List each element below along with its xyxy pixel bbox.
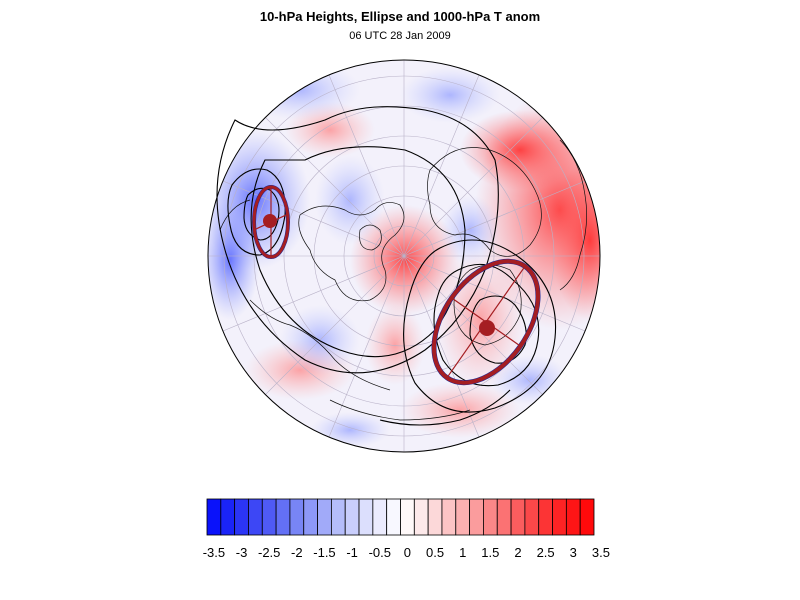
eastern-vortex-ellipse	[431, 258, 541, 386]
colorbar-box	[289, 498, 305, 536]
colorbar-box	[248, 498, 263, 536]
eastern-vortex-center	[479, 320, 495, 336]
colorbar-box	[220, 498, 236, 536]
coastlines	[219, 139, 587, 421]
colorbar-box	[234, 498, 249, 536]
colorbar-boxes	[206, 498, 595, 536]
temperature-anomaly-shading	[208, 60, 600, 452]
colorbar-box	[496, 498, 512, 536]
colorbar-tick-label: 3.5	[592, 545, 610, 560]
colorbar-tick-label: 2	[514, 545, 521, 560]
colorbar-tick-label: 2.5	[537, 545, 555, 560]
colorbar-tick-label: -2	[291, 545, 303, 560]
colorbar-tick-label: -3.5	[203, 545, 225, 560]
colorbar-tick-label: -2.5	[258, 545, 280, 560]
chart-subtitle: 06 UTC 28 Jan 2009	[349, 30, 451, 42]
colorbar-box	[317, 498, 332, 536]
colorbar-box	[455, 498, 471, 536]
colorbar-box	[303, 498, 318, 536]
colorbar-box	[427, 498, 443, 536]
colorbar-tick-label: 3	[570, 545, 577, 560]
colorbar-tick-label: 0	[404, 545, 411, 560]
colorbar-box	[469, 498, 484, 536]
colorbar-box	[206, 498, 222, 536]
colorbar-box	[344, 498, 360, 536]
colorbar-box	[372, 498, 388, 536]
colorbar-box	[358, 498, 374, 536]
colorbar-tick-label: 1.5	[481, 545, 499, 560]
colorbar-box	[524, 498, 540, 536]
colorbar-box	[413, 498, 429, 536]
colorbar-box	[386, 498, 401, 536]
colorbar-box	[275, 498, 291, 536]
colorbar-tick-label: -1.5	[313, 545, 335, 560]
colorbar-box	[579, 498, 595, 536]
colorbar-box	[441, 498, 457, 536]
colorbar-box	[261, 498, 277, 536]
western-vortex-center	[263, 214, 277, 228]
colorbar-box	[400, 498, 415, 536]
colorbar-tick-label: 1	[459, 545, 466, 560]
colorbar-labels: -3.5 -3 -2.5 -2 -1.5 -1 -0.5 0 0.5 1 1.5 2 2.5 3 3.5	[203, 545, 610, 560]
colorbar-box	[510, 498, 526, 536]
colorbar-box	[330, 498, 346, 536]
colorbar-box	[538, 498, 553, 536]
colorbar-box	[552, 498, 567, 536]
chart-title: 10-hPa Heights, Ellipse and 1000-hPa T a…	[259, 9, 541, 24]
colorbar-tick-label: -3	[236, 545, 248, 560]
colorbar-box	[483, 498, 498, 536]
colorbar-tick-label: -0.5	[369, 545, 391, 560]
colorbar-tick-label: -1	[346, 545, 358, 560]
colorbar-tick-label: 0.5	[426, 545, 444, 560]
colorbar-box	[565, 498, 581, 536]
western-vortex-ellipse	[252, 185, 290, 259]
globe-outline	[207, 59, 601, 453]
